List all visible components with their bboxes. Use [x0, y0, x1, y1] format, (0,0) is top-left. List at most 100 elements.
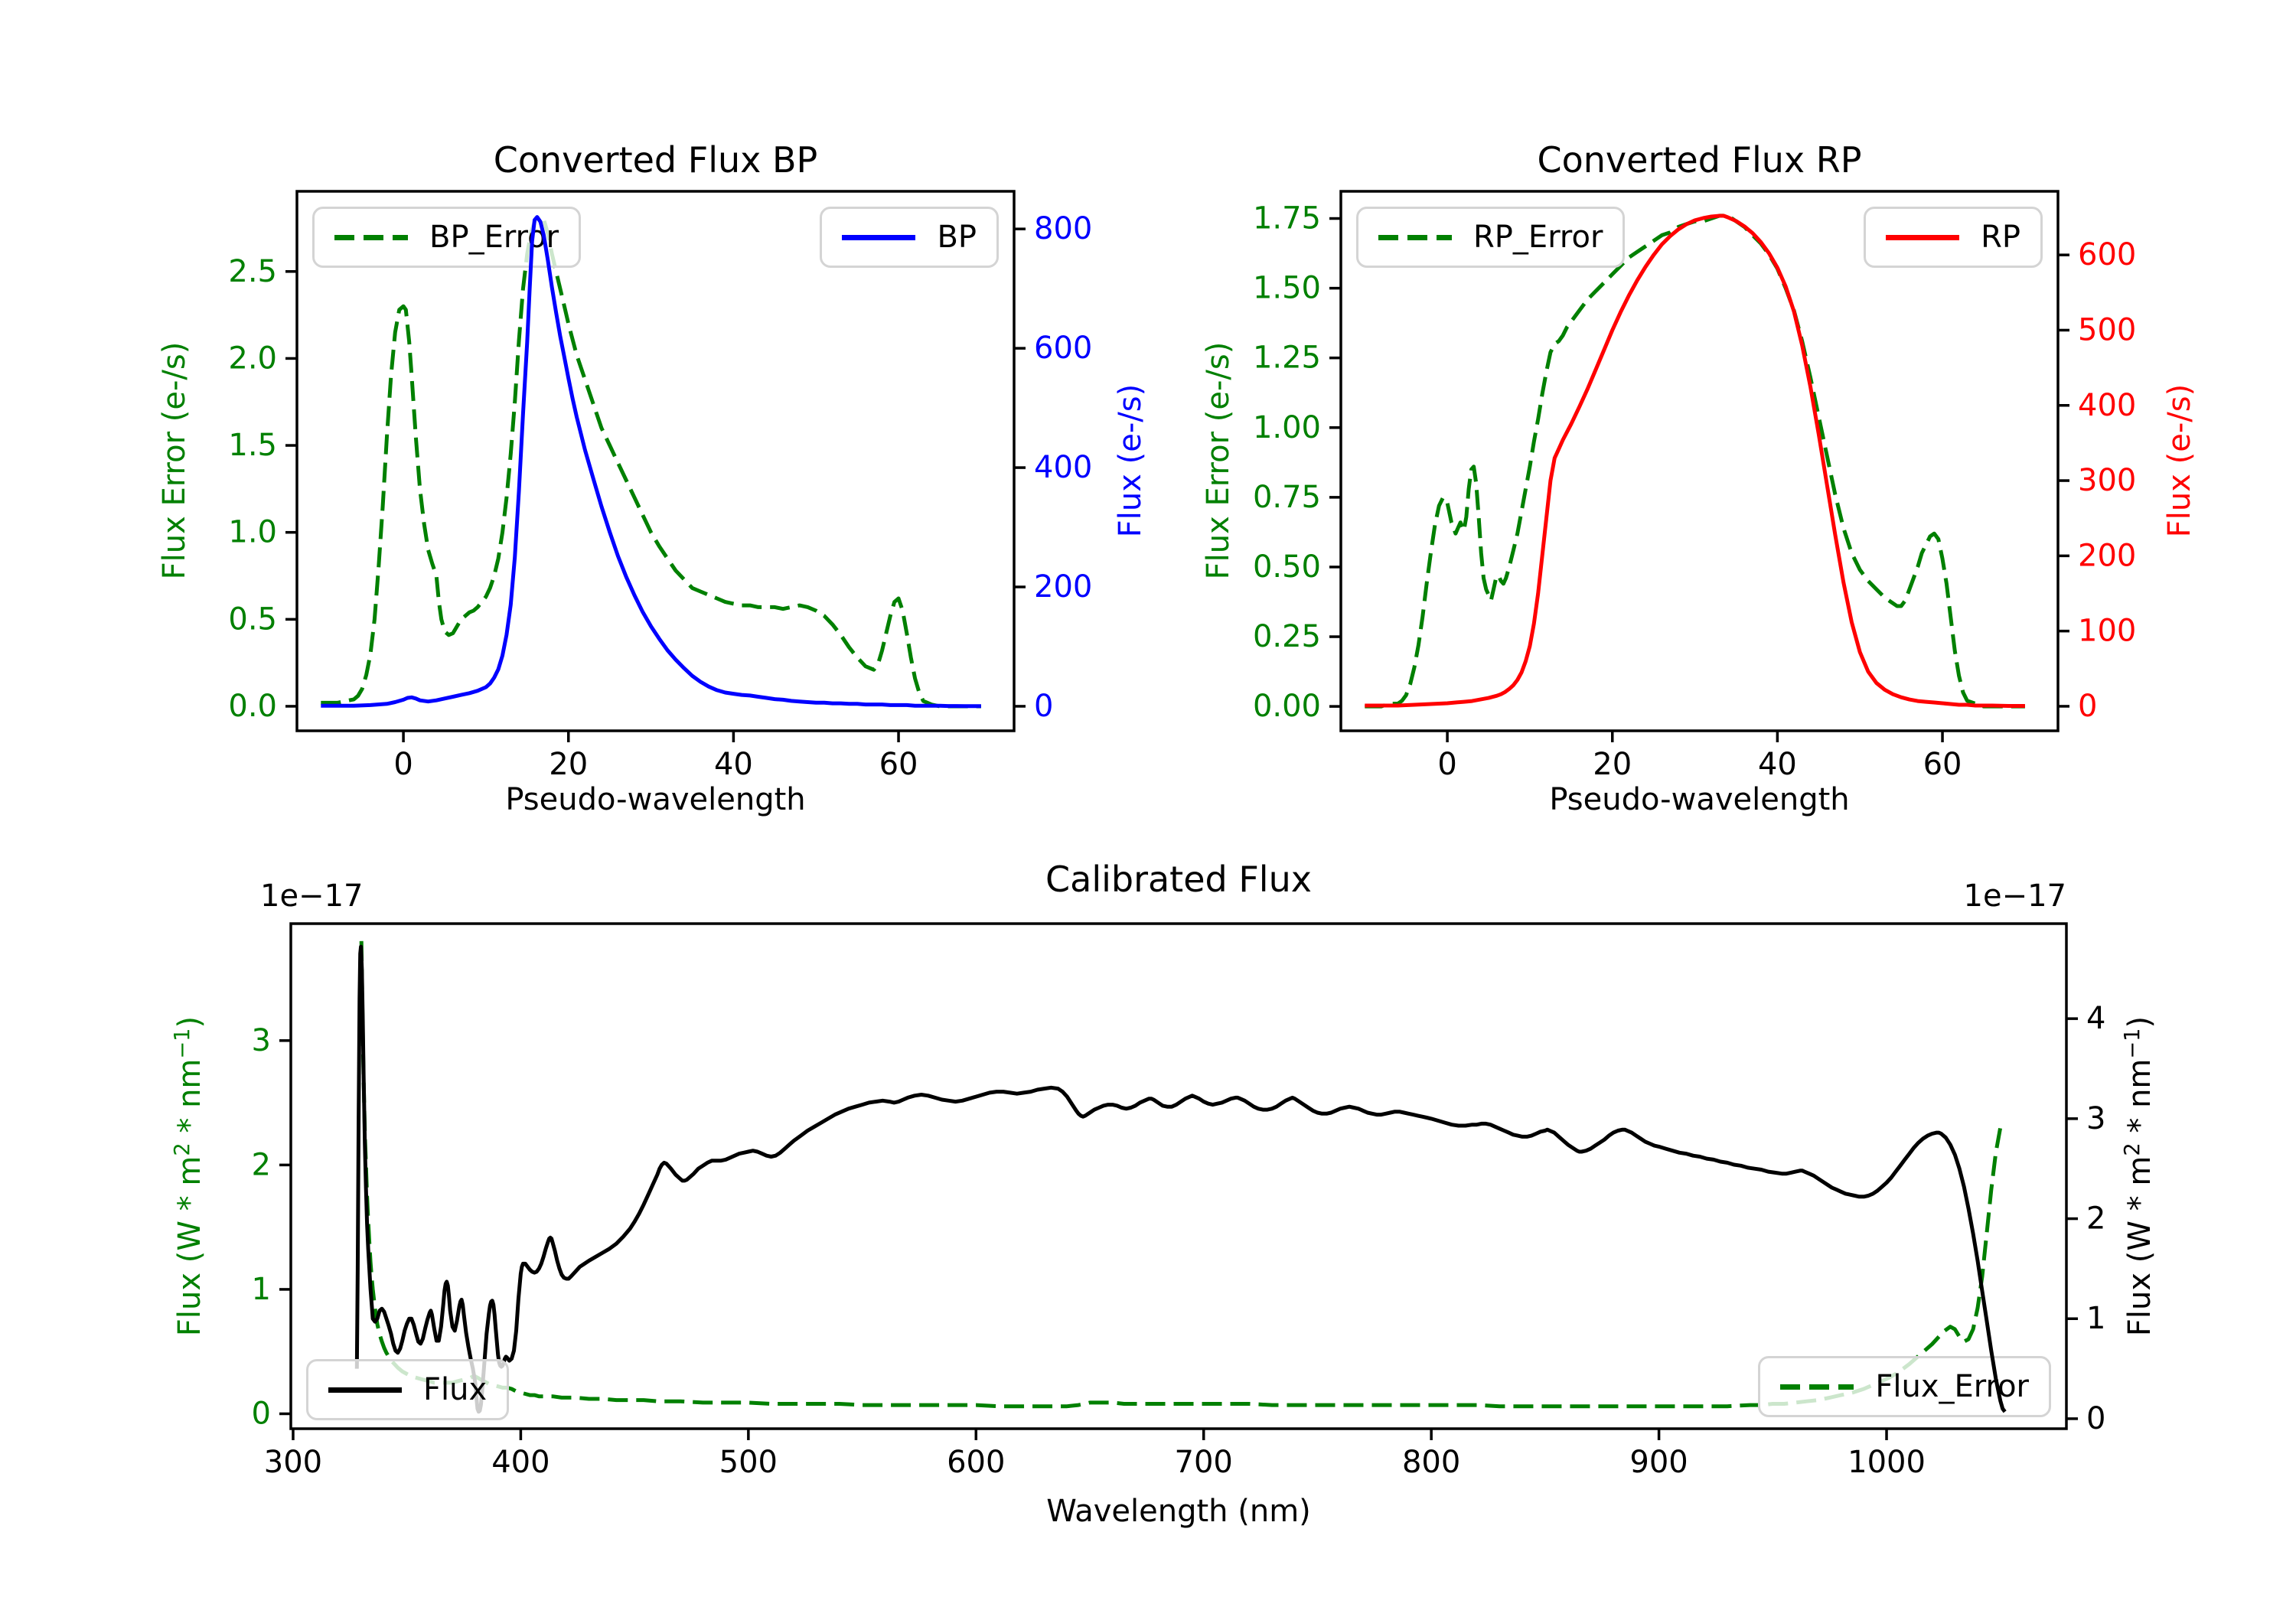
rp-ytick-left-label: 1.25 — [1253, 341, 1321, 376]
flux-ytick-right-label: 1 — [2086, 1301, 2105, 1336]
bp-xtick-label: 60 — [879, 747, 918, 782]
bp-ytick-left-label: 0.0 — [228, 689, 277, 724]
flux-series-flux — [354, 944, 2007, 1414]
flux-xtick-label: 800 — [1402, 1445, 1460, 1480]
label-part: 2 — [170, 1143, 194, 1156]
flux-right-offset-text: 1e−17 — [1963, 878, 2066, 914]
flux-ytick-left-label: 2 — [252, 1147, 271, 1182]
legend-bp: BP — [820, 207, 999, 268]
bp-error-legend-line-icon — [334, 234, 408, 240]
rp-series-rp — [1365, 214, 2025, 708]
rp-ytick-right-label: 200 — [2078, 538, 2136, 573]
bp-yaxis-right-label: Flux (e-/s) — [1113, 383, 1148, 538]
bp-xtick-label: 20 — [549, 747, 588, 782]
flux-error-legend-label: Flux_Error — [1875, 1369, 2029, 1404]
bp-ytick-right-label: 0 — [1034, 689, 1053, 724]
bp-legend-label: BP — [937, 220, 977, 255]
bp-ytick-left-label: 2.0 — [228, 341, 277, 376]
rp-chart-title: Converted Flux RP — [1537, 139, 1862, 181]
bp-legend-line-icon — [842, 234, 916, 240]
bp-xaxis-label: Pseudo-wavelength — [505, 782, 806, 817]
bp-axes-frame — [295, 190, 1016, 732]
label-part: * nm — [172, 1058, 208, 1143]
flux-chart-title: Calibrated Flux — [1045, 859, 1312, 900]
flux-xtick-label: 700 — [1175, 1445, 1233, 1480]
flux-xtick-label: 900 — [1629, 1445, 1688, 1480]
flux-legend-label: Flux — [423, 1372, 488, 1407]
label-part: Flux (W * m — [2122, 1156, 2158, 1337]
label-part: −1 — [2120, 1028, 2144, 1059]
flux-ytick-left-label: 0 — [252, 1396, 271, 1431]
bp-ytick-right-label: 600 — [1034, 331, 1092, 366]
bp-ytick-right-label: 400 — [1034, 450, 1092, 485]
rp-yaxis-left-label: Flux Error (e-/s) — [1201, 341, 1236, 580]
flux-xtick-label: 600 — [947, 1445, 1005, 1480]
legend-rp: RP — [1864, 207, 2043, 268]
rp-series-rp_error — [1365, 214, 2025, 709]
label-part: * nm — [2122, 1058, 2158, 1143]
flux-ytick-left-label: 1 — [252, 1272, 271, 1307]
rp-ytick-left-label: 0.75 — [1253, 480, 1321, 515]
flux-ytick-right-label: 2 — [2086, 1201, 2105, 1237]
rp-ytick-left-label: 0.25 — [1253, 619, 1321, 654]
rp-ytick-left-label: 0.00 — [1253, 689, 1321, 724]
bp-error-legend-label: BP_Error — [429, 220, 559, 255]
rp-ytick-right-label: 100 — [2078, 614, 2136, 649]
rp-ytick-right-label: 300 — [2078, 463, 2136, 498]
bp-xtick-label: 40 — [714, 747, 753, 782]
flux-ytick-right-label: 3 — [2086, 1101, 2105, 1136]
flux-legend-line-icon — [328, 1387, 402, 1393]
bp-series-bp_error — [321, 214, 981, 709]
rp-ytick-left-label: 0.50 — [1253, 549, 1321, 585]
rp-ytick-right-label: 0 — [2078, 689, 2097, 724]
rp-ytick-right-label: 400 — [2078, 388, 2136, 423]
label-part: Flux (W * m — [172, 1156, 208, 1337]
rp-yaxis-right-label: Flux (e-/s) — [2162, 383, 2197, 538]
bp-series-bp — [321, 215, 981, 709]
rp-legend-line-icon — [1886, 234, 1960, 240]
rp-ytick-left-label: 1.00 — [1253, 410, 1321, 445]
rp-error-legend-label: RP_Error — [1473, 220, 1603, 255]
flux-error-legend-line-icon — [1780, 1384, 1854, 1390]
bp-ytick-left-label: 0.5 — [228, 601, 277, 637]
rp-xtick-label: 20 — [1593, 747, 1632, 782]
rp-xtick-label: 60 — [1923, 747, 1962, 782]
legend-rp-error: RP_Error — [1356, 207, 1626, 268]
bp-chart-title: Converted Flux BP — [493, 139, 818, 181]
bp-yaxis-left-label: Flux Error (e-/s) — [157, 341, 192, 580]
flux-yaxis-right-label: Flux (W * m2 * nm−1) — [2121, 1016, 2157, 1336]
rp-ytick-left-label: 1.50 — [1253, 271, 1321, 306]
flux-xtick-label: 300 — [264, 1445, 322, 1480]
bp-ytick-left-label: 1.5 — [228, 428, 277, 463]
rp-ytick-left-label: 1.75 — [1253, 201, 1321, 236]
label-part: −1 — [170, 1028, 194, 1059]
flux-xtick-label: 1000 — [1848, 1445, 1926, 1480]
label-part: ) — [2122, 1015, 2158, 1028]
legend-flux: Flux — [306, 1359, 510, 1420]
flux-ytick-right-label: 4 — [2086, 1001, 2105, 1036]
label-part: 2 — [2120, 1143, 2144, 1156]
flux-xaxis-label: Wavelength (nm) — [1046, 1494, 1311, 1529]
legend-bp-error: BP_Error — [312, 207, 582, 268]
rp-xtick-label: 0 — [1437, 747, 1456, 782]
rp-legend-label: RP — [1981, 220, 2020, 255]
bp-ytick-left-label: 1.0 — [228, 515, 277, 550]
label-part: ) — [172, 1015, 208, 1028]
bp-ytick-right-label: 200 — [1034, 569, 1092, 605]
bp-xtick-label: 0 — [393, 747, 413, 782]
rp-error-legend-line-icon — [1378, 234, 1452, 240]
rp-xaxis-label: Pseudo-wavelength — [1549, 782, 1850, 817]
bp-ytick-left-label: 2.5 — [228, 254, 277, 289]
flux-axes-frame — [289, 922, 2068, 1430]
rp-ytick-right-label: 500 — [2078, 312, 2136, 347]
rp-axes-frame — [1339, 190, 2060, 732]
flux-ytick-left-label: 3 — [252, 1023, 271, 1058]
rp-xtick-label: 40 — [1758, 747, 1797, 782]
flux-xtick-label: 500 — [719, 1445, 778, 1480]
rp-ytick-right-label: 600 — [2078, 237, 2136, 272]
flux-left-offset-text: 1e−17 — [260, 878, 364, 914]
flux-xtick-label: 400 — [491, 1445, 550, 1480]
